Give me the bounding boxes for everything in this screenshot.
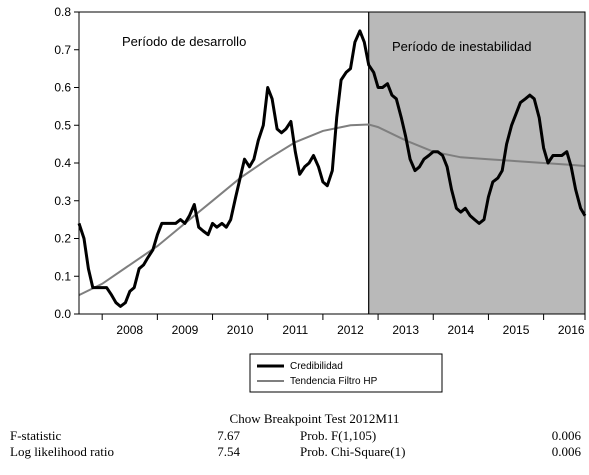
x-tick-label: 2010	[227, 323, 254, 337]
series-credibilidad-line	[77, 29, 587, 308]
y-axis-ticks: 0.0 0.1 0.2 0.3 0.4 0.5 0.6 0.7 0.8	[54, 5, 79, 321]
stat-label: F-statistic	[10, 428, 62, 443]
y-tick-label: 0.3	[54, 194, 71, 208]
y-tick-label: 0.7	[54, 43, 71, 57]
y-tick-label: 0.0	[54, 307, 71, 321]
x-tick-label: 2008	[116, 323, 143, 337]
series-tendencia-hp-line	[78, 123, 586, 296]
x-tick-label: 2012	[337, 323, 364, 337]
prob-value: 0.006	[551, 428, 581, 443]
prob-value: 0.006	[551, 444, 581, 459]
legend-label-hp: Tendencia Filtro HP	[290, 376, 378, 387]
annotation-development: Período de desarrollo	[122, 34, 246, 49]
x-tick-label: 2014	[447, 323, 474, 337]
x-tick-label: 2011	[282, 323, 308, 337]
chow-test-title: Chow Breakpoint Test 2012M11	[229, 411, 400, 426]
y-tick-label: 0.5	[54, 118, 71, 132]
legend-label-credibilidad: Credibilidad	[290, 361, 343, 372]
x-tick-label: 2009	[172, 323, 199, 337]
legend: Credibilidad Tendencia Filtro HP	[249, 353, 443, 393]
table-row: F-statistic 7.67 Prob. F(1,105) 0.006	[0, 428, 589, 444]
stat-value: 7.54	[217, 444, 240, 459]
stat-label: Log likelihood ratio	[10, 444, 114, 459]
x-tick-label: 2013	[392, 323, 419, 337]
prob-label: Prob. Chi-Square(1)	[300, 444, 406, 459]
annotation-instability: Período de inestabilidad	[392, 39, 532, 54]
prob-label: Prob. F(1,105)	[300, 428, 377, 443]
y-tick-label: 0.2	[54, 232, 71, 246]
x-tick-label: 2016	[558, 323, 585, 337]
credibility-chart: 0.0 0.1 0.2 0.3 0.4 0.5 0.6 0.7 0.8 2008 2009 2010…	[54, 5, 587, 393]
plot-frame	[78, 11, 586, 315]
stat-value: 7.67	[217, 428, 240, 443]
x-tick-label: 2015	[503, 323, 530, 337]
chow-test-rows: F-statistic 7.67 Prob. F(1,105) 0.006 Lo…	[0, 428, 589, 460]
y-tick-label: 0.8	[54, 5, 71, 19]
y-tick-label: 0.4	[54, 156, 71, 170]
y-tick-label: 0.1	[54, 269, 71, 283]
chow-test-table: Chow Breakpoint Test 2012M11 F-statistic…	[0, 411, 589, 460]
table-row: Log likelihood ratio 7.54 Prob. Chi-Squa…	[0, 444, 589, 460]
x-axis-ticks: 2008 2009 2010 2011 2012 2013 2014 2015 2016	[101, 314, 586, 337]
y-tick-label: 0.6	[54, 81, 71, 95]
